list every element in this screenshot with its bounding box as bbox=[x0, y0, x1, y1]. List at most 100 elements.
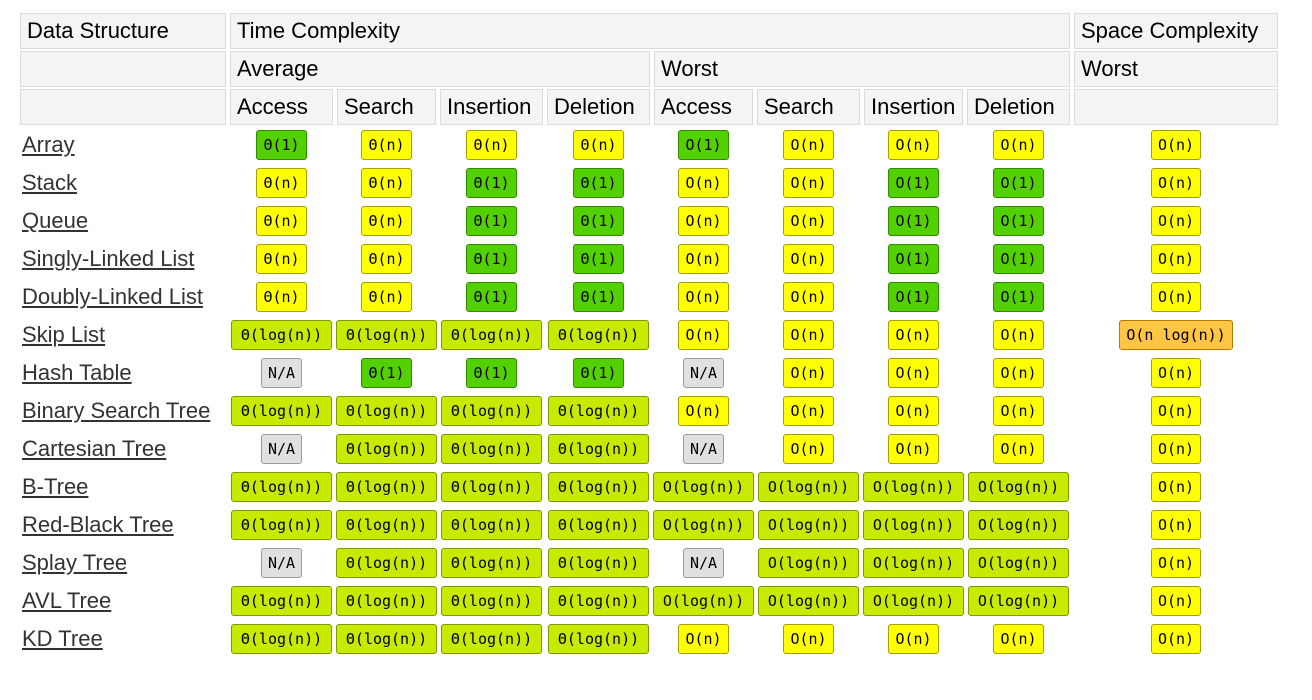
complexity-cell: Θ(log(n)) bbox=[545, 620, 652, 658]
complexity-badge: Θ(1) bbox=[466, 244, 517, 274]
header-average: Average bbox=[230, 51, 650, 87]
complexity-cell: O(n) bbox=[755, 126, 862, 164]
data-structure-link[interactable]: Array bbox=[22, 132, 75, 157]
data-structure-link[interactable]: Queue bbox=[22, 208, 89, 233]
complexity-cell: O(log(n)) bbox=[755, 582, 862, 620]
complexity-cell: Θ(log(n)) bbox=[438, 316, 545, 354]
complexity-cell: O(n) bbox=[755, 354, 862, 392]
complexity-cell: O(n) bbox=[755, 430, 862, 468]
complexity-badge: O(1) bbox=[993, 168, 1044, 198]
complexity-cell: O(n) bbox=[1072, 506, 1280, 544]
complexity-cell: Θ(log(n)) bbox=[545, 506, 652, 544]
complexity-badge: Θ(log(n)) bbox=[441, 586, 542, 616]
complexity-cell: Θ(log(n)) bbox=[335, 468, 438, 506]
complexity-badge: O(n) bbox=[1150, 358, 1202, 388]
complexity-badge: Θ(1) bbox=[361, 358, 412, 388]
complexity-badge: Θ(1) bbox=[466, 282, 517, 312]
complexity-cell: Θ(log(n)) bbox=[335, 430, 438, 468]
complexity-cell: O(log(n)) bbox=[862, 468, 965, 506]
complexity-cell: Θ(log(n)) bbox=[438, 582, 545, 620]
complexity-cell: Θ(1) bbox=[545, 278, 652, 316]
complexity-cell: O(n) bbox=[1072, 430, 1280, 468]
complexity-cell: Θ(log(n)) bbox=[545, 544, 652, 582]
complexity-badge: O(log(n)) bbox=[968, 586, 1069, 616]
complexity-cell: N/A bbox=[228, 544, 335, 582]
data-structure-link[interactable]: B-Tree bbox=[22, 474, 89, 499]
data-structure-link[interactable]: Skip List bbox=[22, 322, 106, 347]
complexity-cell: N/A bbox=[652, 354, 755, 392]
complexity-badge: O(1) bbox=[888, 282, 939, 312]
complexity-badge: O(log(n)) bbox=[968, 548, 1069, 578]
header-op-access: Access bbox=[654, 89, 753, 125]
complexity-cell: Θ(log(n)) bbox=[335, 506, 438, 544]
data-structure-link[interactable]: KD Tree bbox=[22, 626, 103, 651]
complexity-badge: O(n) bbox=[1150, 434, 1202, 464]
data-structure-link[interactable]: Hash Table bbox=[22, 360, 132, 385]
data-structure-link[interactable]: Red-Black Tree bbox=[22, 512, 174, 537]
complexity-cell: O(1) bbox=[965, 240, 1072, 278]
complexity-badge: Θ(log(n)) bbox=[548, 624, 649, 654]
complexity-table: Data Structure Time Complexity Space Com… bbox=[18, 12, 1280, 658]
complexity-cell: Θ(1) bbox=[438, 354, 545, 392]
complexity-badge: O(n) bbox=[888, 434, 939, 464]
header-op-search: Search bbox=[337, 89, 436, 125]
complexity-badge: O(n) bbox=[678, 320, 729, 350]
complexity-cell: Θ(log(n)) bbox=[228, 468, 335, 506]
complexity-cell: Θ(n) bbox=[228, 240, 335, 278]
complexity-badge: Θ(log(n)) bbox=[441, 510, 542, 540]
complexity-badge: O(log(n)) bbox=[758, 548, 859, 578]
complexity-cell: Θ(log(n)) bbox=[228, 582, 335, 620]
complexity-cell: O(n) bbox=[862, 620, 965, 658]
complexity-badge: O(n) bbox=[888, 358, 939, 388]
complexity-cell: Θ(log(n)) bbox=[228, 316, 335, 354]
data-structure-link[interactable]: Splay Tree bbox=[22, 550, 128, 575]
complexity-cell: O(n) bbox=[1072, 544, 1280, 582]
header-op-deletion: Deletion bbox=[967, 89, 1070, 125]
complexity-cell: O(log(n)) bbox=[652, 582, 755, 620]
complexity-badge: O(1) bbox=[888, 244, 939, 274]
data-structure-link[interactable]: Doubly-Linked List bbox=[22, 284, 203, 309]
complexity-cell: Θ(1) bbox=[438, 240, 545, 278]
complexity-badge: Θ(log(n)) bbox=[441, 472, 542, 502]
complexity-badge: Θ(1) bbox=[573, 206, 624, 236]
complexity-cell: O(log(n)) bbox=[965, 544, 1072, 582]
complexity-badge: O(1) bbox=[993, 244, 1044, 274]
complexity-badge: O(n) bbox=[888, 130, 939, 160]
complexity-badge: Θ(log(n)) bbox=[231, 320, 332, 350]
complexity-cell: O(log(n)) bbox=[965, 506, 1072, 544]
complexity-badge: Θ(log(n)) bbox=[548, 434, 649, 464]
complexity-badge: O(n) bbox=[1150, 396, 1202, 426]
complexity-cell: Θ(1) bbox=[545, 354, 652, 392]
complexity-cell: Θ(log(n)) bbox=[545, 468, 652, 506]
complexity-badge: O(log(n)) bbox=[863, 586, 964, 616]
complexity-badge: O(n) bbox=[993, 434, 1044, 464]
complexity-cell: O(n) bbox=[1072, 202, 1280, 240]
complexity-cell: O(n) bbox=[965, 316, 1072, 354]
complexity-badge: O(n) bbox=[783, 206, 834, 236]
complexity-cell: Θ(log(n)) bbox=[545, 430, 652, 468]
complexity-cell: Θ(log(n)) bbox=[438, 506, 545, 544]
header-space-worst: Worst bbox=[1074, 51, 1278, 87]
complexity-cell: Θ(log(n)) bbox=[228, 620, 335, 658]
data-structure-link[interactable]: Cartesian Tree bbox=[22, 436, 167, 461]
complexity-cell: O(n) bbox=[1072, 582, 1280, 620]
data-structure-link[interactable]: Singly-Linked List bbox=[22, 246, 195, 271]
data-structure-link[interactable]: AVL Tree bbox=[22, 588, 112, 613]
data-structure-link[interactable]: Binary Search Tree bbox=[22, 398, 211, 423]
complexity-badge: O(1) bbox=[993, 206, 1044, 236]
complexity-badge: O(n) bbox=[1150, 548, 1202, 578]
complexity-cell: O(n) bbox=[755, 240, 862, 278]
data-structure-link[interactable]: Stack bbox=[22, 170, 78, 195]
complexity-badge: O(n) bbox=[783, 130, 834, 160]
complexity-badge: Θ(log(n)) bbox=[548, 320, 649, 350]
complexity-badge: O(log(n)) bbox=[968, 472, 1069, 502]
complexity-cell: O(n) bbox=[1072, 468, 1280, 506]
header-op-deletion: Deletion bbox=[547, 89, 650, 125]
complexity-badge: Θ(1) bbox=[573, 282, 624, 312]
complexity-badge: N/A bbox=[682, 434, 725, 464]
complexity-cell: Θ(log(n)) bbox=[438, 430, 545, 468]
header-op-insertion: Insertion bbox=[864, 89, 963, 125]
complexity-cell: O(n) bbox=[755, 202, 862, 240]
complexity-badge: O(n) bbox=[783, 624, 834, 654]
complexity-cell: O(1) bbox=[862, 164, 965, 202]
